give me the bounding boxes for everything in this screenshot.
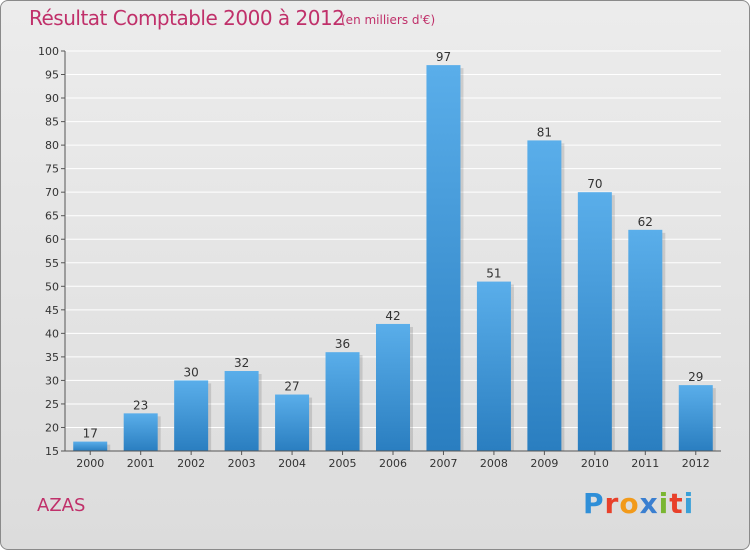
y-tick-label: 65 — [45, 210, 59, 223]
value-label: 32 — [234, 356, 249, 370]
y-tick-label: 25 — [45, 398, 59, 411]
x-tick-label: 2003 — [228, 457, 256, 470]
y-tick-label: 45 — [45, 304, 59, 317]
x-tick-label: 2006 — [379, 457, 407, 470]
bar — [426, 65, 461, 451]
value-label: 30 — [184, 365, 199, 379]
value-label: 51 — [486, 267, 501, 281]
bar — [325, 352, 360, 451]
axes: 15 20 25 30 35 40 45 50 55 60 65 70 75 80 85 90 95 100 200… — [38, 45, 721, 470]
y-tick-label: 60 — [45, 233, 59, 246]
logo-letter: o — [619, 487, 640, 520]
logo-letter: i — [658, 487, 670, 520]
y-tick-label: 30 — [45, 374, 59, 387]
y-tick-label: 70 — [45, 186, 59, 199]
value-label: 81 — [537, 125, 552, 139]
value-label: 23 — [133, 398, 148, 412]
bar — [224, 371, 259, 451]
logo-letter: x — [639, 487, 659, 520]
bar — [678, 385, 713, 451]
y-tick-label: 90 — [45, 92, 59, 105]
value-label: 97 — [436, 50, 451, 64]
logo-letter: i — [683, 487, 695, 520]
value-label: 29 — [688, 370, 703, 384]
x-tick-label: 2009 — [530, 457, 558, 470]
y-tick-label: 35 — [45, 351, 59, 364]
logo-letter: t — [669, 487, 684, 520]
place-name: AZAS — [37, 495, 86, 516]
x-tick-label: 2008 — [480, 457, 508, 470]
y-tick-label: 20 — [45, 421, 59, 434]
bars: 17 23 30 32 27 36 42 97 51 81 70 62 29 — [73, 50, 716, 452]
value-label: 62 — [638, 215, 653, 229]
logo-letter: P — [583, 487, 605, 520]
bar — [73, 441, 108, 451]
y-tick-label: 55 — [45, 257, 59, 270]
value-label: 36 — [335, 337, 350, 351]
y-tick-label: 85 — [45, 116, 59, 129]
bar — [376, 323, 410, 451]
y-tick-label: 95 — [45, 69, 59, 82]
bar — [476, 281, 511, 451]
x-tick-label: 2007 — [429, 457, 457, 470]
x-tick-label: 2005 — [329, 457, 357, 470]
y-tick-label: 15 — [45, 445, 59, 458]
x-tick-label: 2002 — [177, 457, 205, 470]
y-tick-label: 75 — [45, 163, 59, 176]
x-tick-label: 2012 — [682, 457, 710, 470]
bar — [123, 413, 158, 451]
value-label: 17 — [83, 427, 98, 441]
x-tick-label: 2004 — [278, 457, 306, 470]
bar — [174, 380, 209, 451]
x-tick-label: 2000 — [76, 457, 104, 470]
value-label: 70 — [587, 177, 602, 191]
y-tick-label: 100 — [38, 45, 59, 58]
bar — [275, 394, 310, 451]
bar — [527, 140, 562, 452]
y-tick-label: 50 — [45, 280, 59, 293]
x-tick-label: 2001 — [127, 457, 155, 470]
chart-title: Résultat Comptable 2000 à 2012 — [29, 6, 345, 30]
bar — [628, 229, 663, 451]
value-label: 42 — [385, 309, 400, 323]
value-label: 27 — [284, 380, 299, 394]
y-tick-label: 40 — [45, 327, 59, 340]
logo-letter: r — [604, 487, 620, 520]
chart-subtitle: (en milliers d'€) — [341, 13, 436, 27]
y-tick-label: 80 — [45, 139, 59, 152]
x-tick-label: 2011 — [631, 457, 659, 470]
proxiti-logo: Proxiti — [583, 487, 694, 520]
bar — [577, 192, 612, 452]
x-tick-label: 2010 — [581, 457, 609, 470]
